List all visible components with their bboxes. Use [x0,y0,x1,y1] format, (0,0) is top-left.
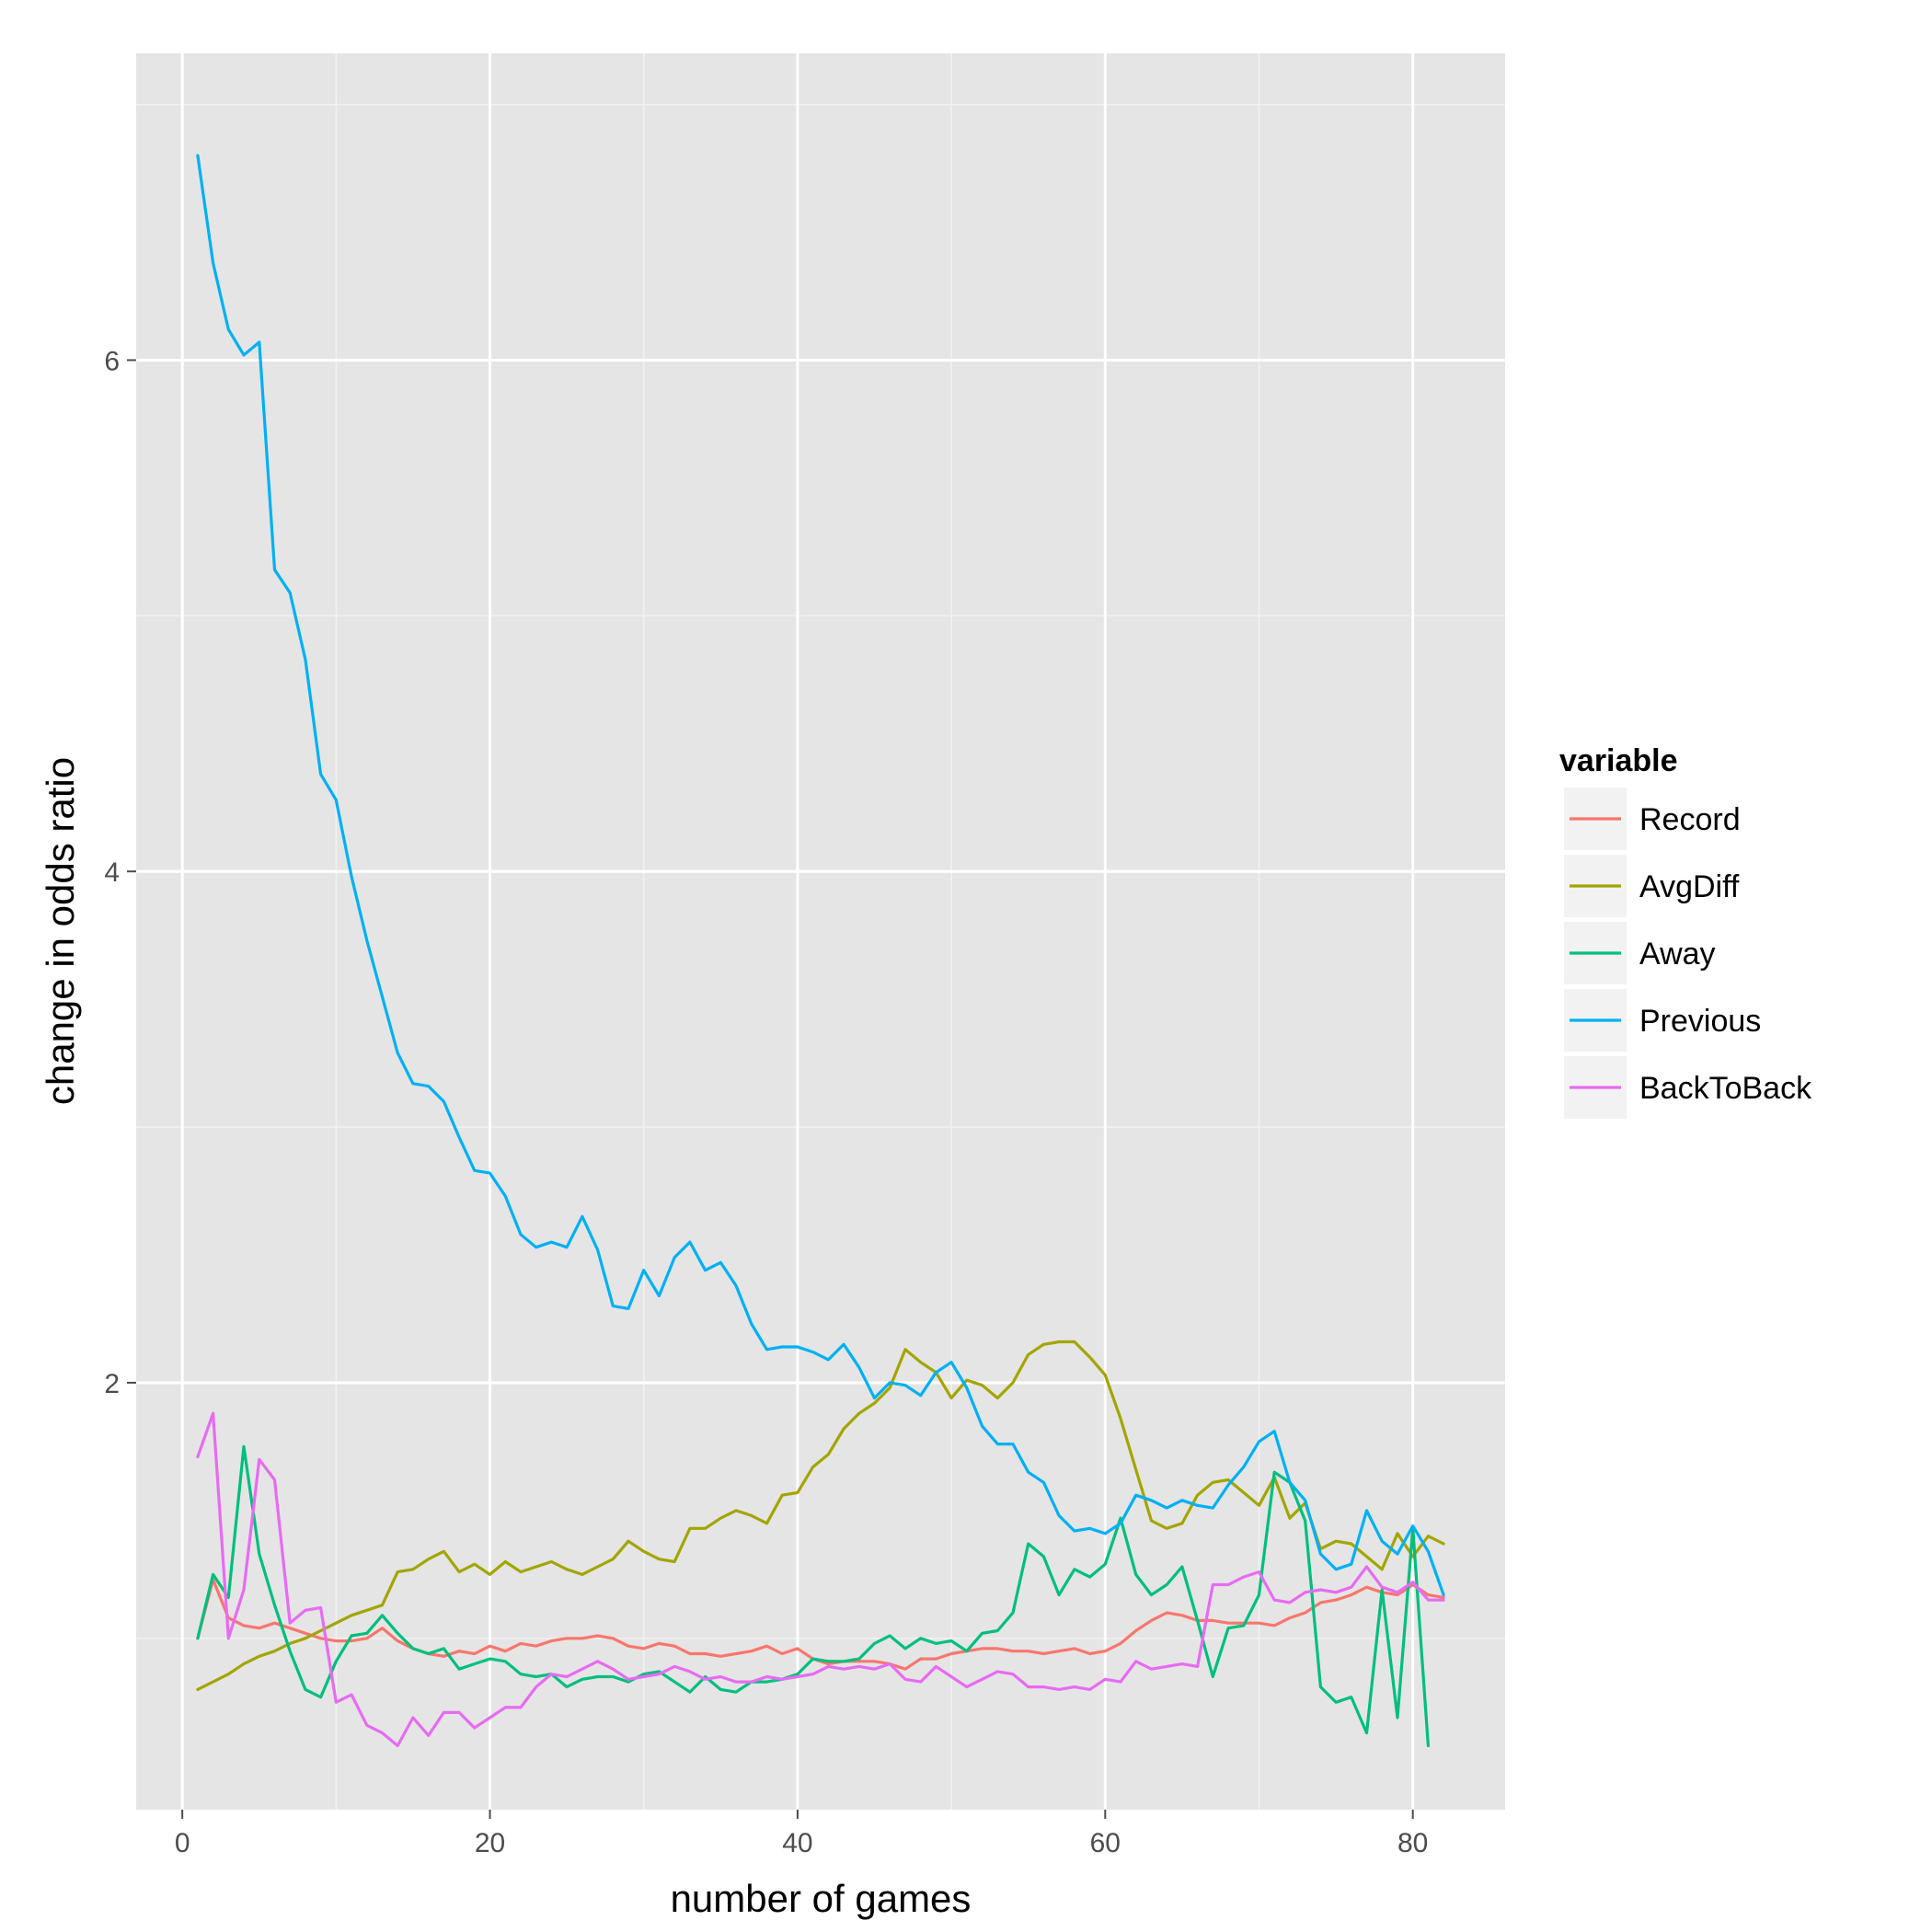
legend-label: Away [1639,937,1716,972]
x-tick-label: 40 [782,1828,812,1858]
x-axis-title: number of games [671,1877,972,1920]
x-tick-label: 0 [175,1828,190,1858]
legend-label: Previous [1639,1004,1761,1039]
legend-label: AvgDiff [1639,869,1740,904]
legend-entries: Record AvgDiff Away Previous BackToBack [1564,788,1812,1119]
y-tick-label: 4 [104,857,120,888]
x-tick-label: 20 [475,1828,505,1858]
y-tick-label: 2 [104,1369,120,1399]
legend-item-previous: Previous [1564,989,1761,1052]
series-line-previous [196,154,1445,1597]
y-tick-label: 6 [104,346,120,376]
series-lines [196,154,1445,1748]
legend-title: variable [1559,743,1678,778]
series-line-backtoback [196,1411,1445,1748]
legend-item-avgdiff: AvgDiff [1564,855,1740,917]
plot-panel [136,53,1505,1810]
y-axis: 2 4 6 [104,346,136,1399]
x-axis: 0 20 40 60 80 [175,1810,1428,1858]
legend-item-backtoback: BackToBack [1564,1056,1812,1119]
legend-label: Record [1639,802,1741,837]
major-gridlines [136,53,1505,1810]
x-tick-label: 60 [1090,1828,1121,1858]
legend-item-record: Record [1564,788,1741,850]
series-line-avgdiff [196,1340,1445,1691]
legend-item-away: Away [1564,922,1716,984]
x-tick-label: 80 [1397,1828,1428,1858]
legend-label: BackToBack [1639,1071,1812,1106]
y-axis-title: change in odds ratio [39,757,82,1105]
legend: variable Record AvgDiff Away Previous BackTo… [1559,743,1812,1119]
series-line-away [196,1444,1430,1748]
